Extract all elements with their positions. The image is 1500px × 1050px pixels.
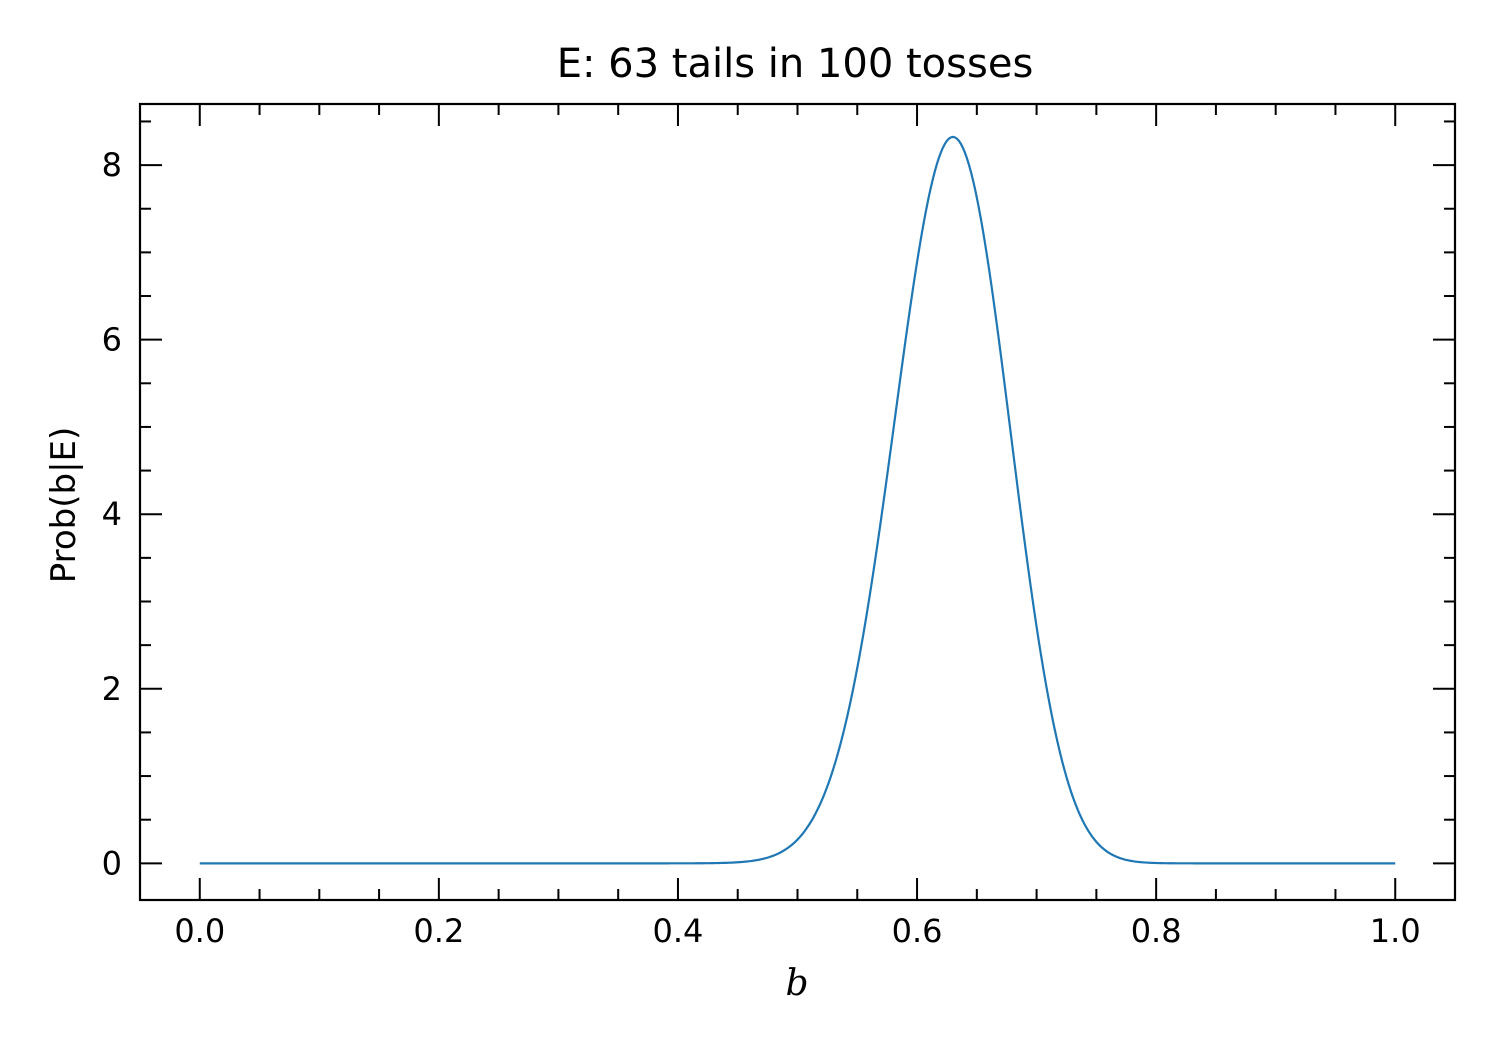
- x-tick-label: 0.4: [653, 912, 704, 950]
- x-tick-label: 0.8: [1131, 912, 1182, 950]
- y-axis-label: Prob(b|E): [44, 427, 84, 584]
- y-tick-label: 2: [102, 670, 122, 708]
- x-tick-label: 0.2: [413, 912, 464, 950]
- x-tick-label: 1.0: [1370, 912, 1421, 950]
- y-tick-label: 4: [102, 495, 122, 533]
- y-tick-label: 6: [102, 321, 122, 359]
- x-tick-label: 0.0: [174, 912, 225, 950]
- x-tick-label: 0.6: [892, 912, 943, 950]
- tick-labels: 0.0 0.2 0.4 0.6 0.8 1.0 0 2 4 6 8: [102, 146, 1421, 950]
- y-tick-label: 0: [102, 844, 122, 882]
- x-axis-label: b: [785, 963, 808, 1004]
- axis-ticks: [139, 104, 1456, 900]
- y-tick-label: 8: [102, 146, 122, 184]
- plot-frame: [138, 102, 1457, 902]
- chart-title: E: 63 tails in 100 tosses: [557, 41, 1034, 87]
- series-line-posterior: [199, 135, 1396, 865]
